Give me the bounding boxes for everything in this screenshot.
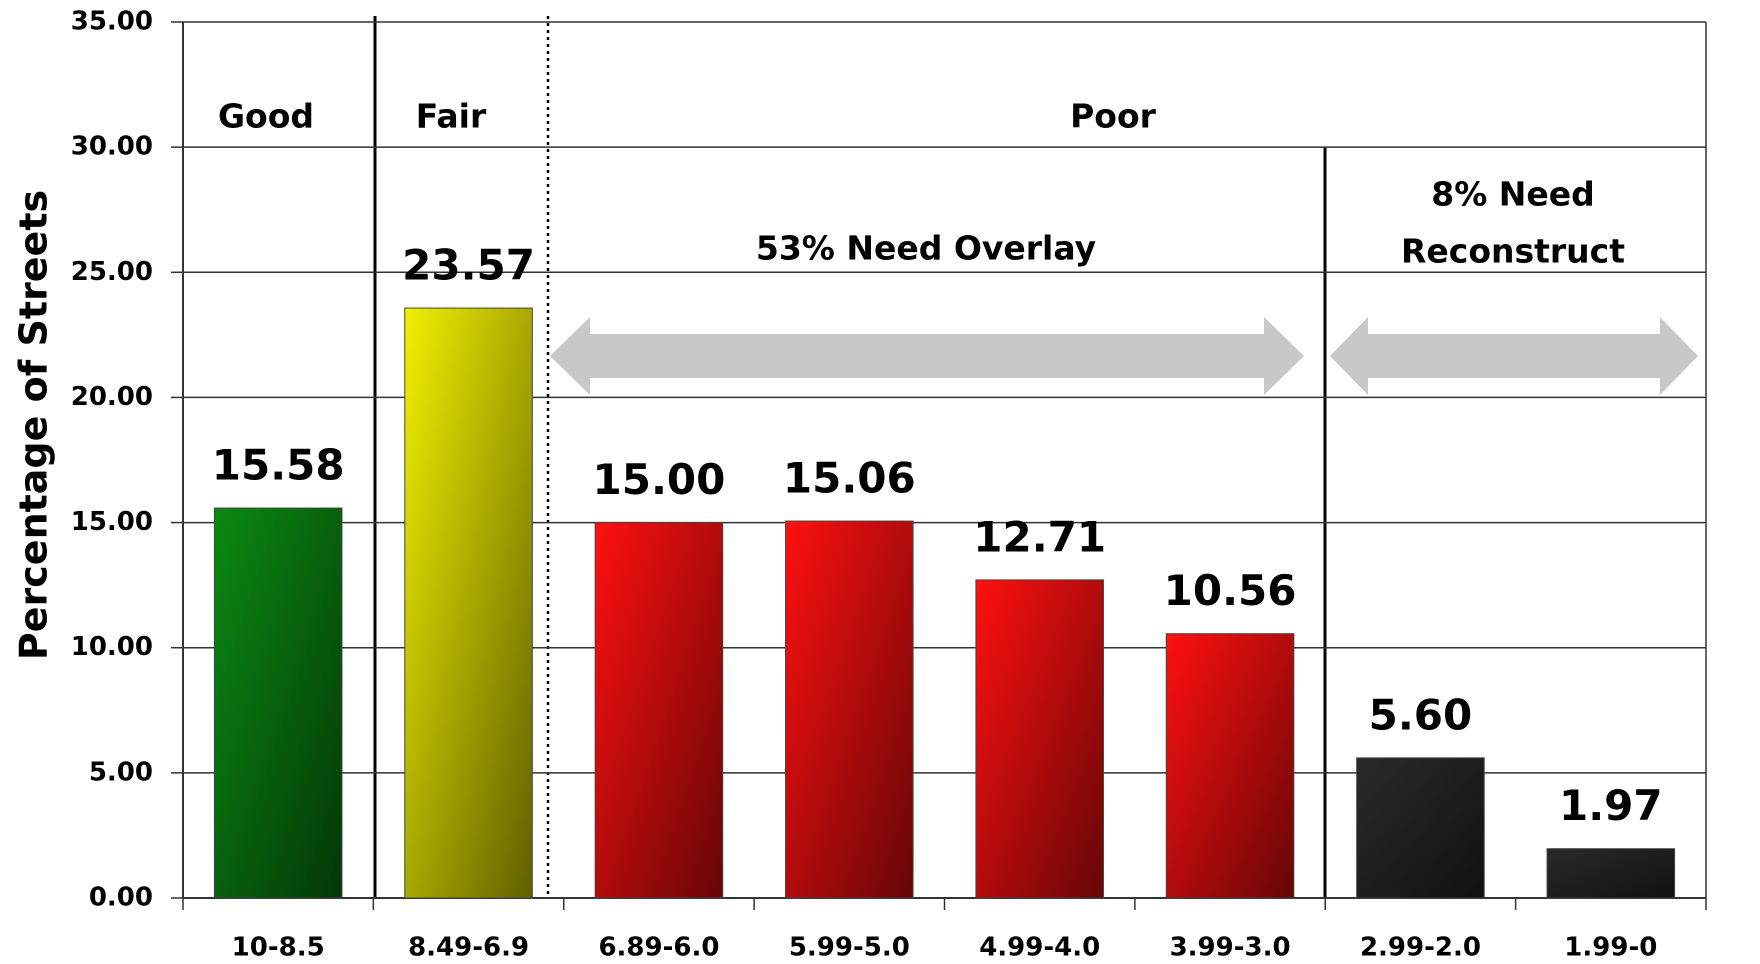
x-tick-label: 6.89-6.0 — [598, 933, 719, 963]
annotation: 53% Need Overlay — [756, 229, 1096, 268]
bar — [404, 307, 533, 899]
annotation: Poor — [1070, 97, 1157, 136]
x-tick-label: 3.99-3.0 — [1170, 933, 1291, 963]
value-label: 15.00 — [593, 455, 726, 504]
x-tick-label: 2.99-2.0 — [1360, 933, 1481, 963]
x-tick-label: 1.99-0 — [1564, 933, 1657, 963]
bar — [1165, 633, 1295, 899]
x-tick-label: 4.99-4.0 — [979, 933, 1100, 963]
annotation: 8% Need — [1431, 175, 1595, 214]
y-tick-label: 20.00 — [71, 382, 153, 412]
y-axis-title: Percentage of Streets — [12, 190, 56, 660]
annotation: Reconstruct — [1401, 232, 1625, 271]
arrow — [1330, 317, 1698, 395]
y-tick-label: 5.00 — [89, 757, 153, 787]
annotation: Good — [218, 97, 314, 136]
bar — [1356, 757, 1485, 899]
value-label: 23.57 — [402, 241, 535, 290]
y-tick-label: 15.00 — [71, 507, 153, 537]
bar — [213, 507, 343, 899]
annotation: Fair — [416, 97, 487, 136]
y-tick-label: 30.00 — [71, 132, 153, 162]
bar — [594, 522, 724, 899]
bar — [975, 579, 1104, 899]
y-tick-label: 25.00 — [71, 257, 153, 287]
x-tick-label: 5.99-5.0 — [789, 933, 910, 963]
bar — [785, 520, 914, 899]
x-tick-label: 8.49-6.9 — [408, 933, 529, 963]
value-label: 10.56 — [1164, 566, 1297, 615]
value-label: 1.97 — [1559, 781, 1663, 830]
x-tick-label: 10-8.5 — [232, 933, 325, 963]
value-label: 15.06 — [783, 454, 916, 503]
y-tick-label: 10.00 — [71, 632, 153, 662]
value-label: 5.60 — [1369, 690, 1473, 739]
bar — [1546, 848, 1676, 899]
value-label: 12.71 — [973, 512, 1106, 561]
y-tick-label: 35.00 — [71, 7, 153, 37]
value-label: 15.58 — [212, 441, 345, 490]
arrow — [550, 317, 1304, 395]
y-tick-label: 0.00 — [89, 883, 153, 913]
